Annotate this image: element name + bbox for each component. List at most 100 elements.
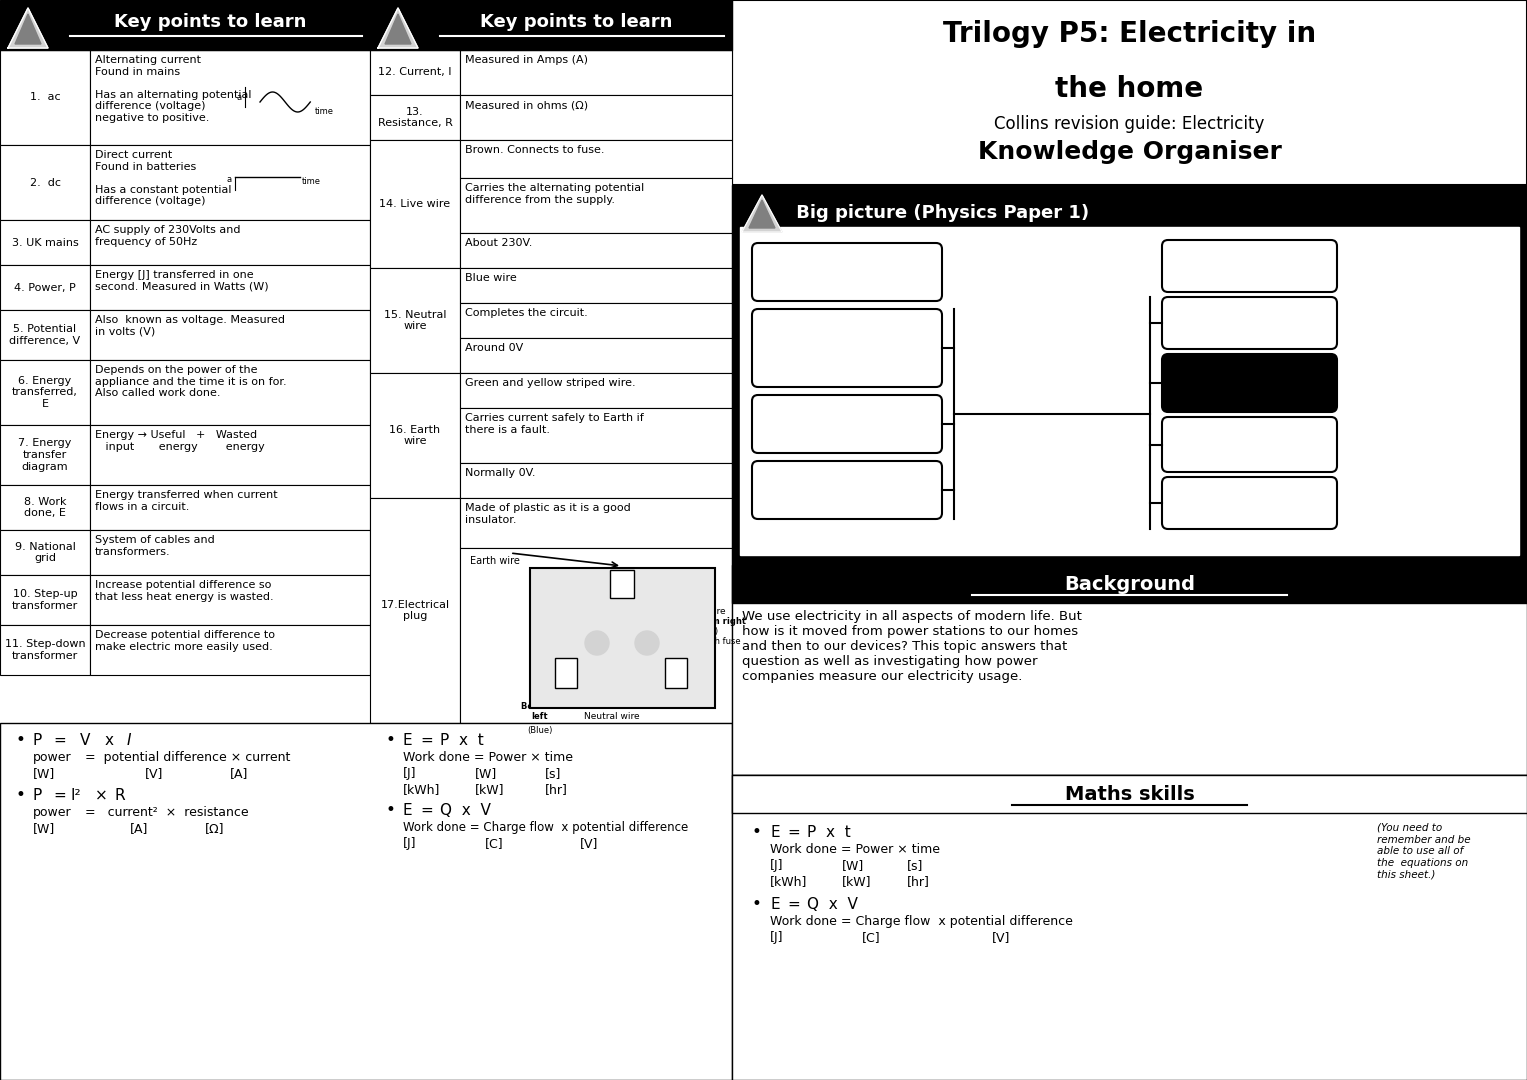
FancyBboxPatch shape — [370, 0, 731, 50]
Text: Energy transfer
by heating: Energy transfer by heating — [799, 410, 896, 438]
Text: •: • — [751, 823, 762, 841]
FancyBboxPatch shape — [90, 265, 370, 310]
Text: Alternating current
Found in mains

Has an alternating potential
difference (vol: Alternating current Found in mains Has a… — [95, 55, 252, 123]
Text: We use electricity in all aspects of modern life. But
how is it moved from power: We use electricity in all aspects of mod… — [742, 610, 1081, 683]
Text: •: • — [15, 731, 24, 750]
Text: E: E — [403, 733, 412, 748]
Text: [V]: [V] — [145, 767, 163, 780]
Text: Increase potential difference so
that less heat energy is wasted.: Increase potential difference so that le… — [95, 580, 273, 602]
Text: Earth wire: Earth wire — [470, 556, 519, 566]
Text: Blue wire: Blue wire — [466, 273, 516, 283]
FancyBboxPatch shape — [370, 373, 460, 498]
Text: 3. UK mains: 3. UK mains — [12, 238, 78, 247]
FancyBboxPatch shape — [1162, 477, 1338, 529]
Text: Decrease potential difference to
make electric more easily used.: Decrease potential difference to make el… — [95, 630, 275, 651]
FancyBboxPatch shape — [460, 548, 731, 723]
Text: =  potential difference × current: = potential difference × current — [86, 751, 290, 764]
FancyBboxPatch shape — [0, 625, 90, 675]
Text: Q  x  V: Q x V — [806, 897, 858, 912]
FancyBboxPatch shape — [751, 461, 942, 519]
Text: 8. Work
done, E: 8. Work done, E — [24, 497, 66, 518]
FancyBboxPatch shape — [1162, 297, 1338, 349]
Text: [J]: [J] — [770, 931, 783, 944]
Text: [C]: [C] — [863, 931, 881, 944]
Text: Work done = Power × time: Work done = Power × time — [770, 843, 941, 856]
Text: Measured in Amps (A): Measured in Amps (A) — [466, 55, 588, 65]
Text: 11. Step-down
transformer: 11. Step-down transformer — [5, 639, 86, 661]
FancyBboxPatch shape — [1162, 354, 1338, 411]
Text: Completes the circuit.: Completes the circuit. — [466, 308, 588, 318]
FancyBboxPatch shape — [370, 498, 460, 723]
Text: ×: × — [95, 788, 108, 804]
Text: P: P — [34, 788, 43, 804]
Text: Carries the alternating potential
difference from the supply.: Carries the alternating potential differ… — [466, 183, 644, 204]
FancyBboxPatch shape — [460, 268, 731, 303]
FancyBboxPatch shape — [460, 373, 731, 408]
Text: [A]: [A] — [231, 767, 249, 780]
FancyBboxPatch shape — [370, 140, 460, 268]
Text: [V]: [V] — [580, 837, 599, 850]
FancyBboxPatch shape — [731, 565, 1527, 603]
Text: =: = — [786, 825, 800, 840]
Text: =: = — [786, 897, 800, 912]
FancyBboxPatch shape — [370, 50, 460, 95]
Text: Conservation
and dissipation
of energy: Conservation and dissipation of energy — [800, 326, 895, 369]
FancyBboxPatch shape — [0, 426, 90, 485]
Text: Through fuse: Through fuse — [686, 637, 741, 646]
Text: Energy
resources: Energy resources — [817, 476, 878, 504]
FancyBboxPatch shape — [460, 95, 731, 140]
Text: E: E — [403, 804, 412, 818]
FancyBboxPatch shape — [0, 310, 90, 360]
FancyBboxPatch shape — [90, 220, 370, 265]
FancyBboxPatch shape — [0, 723, 731, 1080]
FancyBboxPatch shape — [751, 243, 942, 301]
FancyBboxPatch shape — [0, 530, 90, 575]
Text: Neutral wire: Neutral wire — [585, 712, 640, 721]
Text: Normally 0V.: Normally 0V. — [466, 468, 536, 478]
Polygon shape — [8, 8, 47, 48]
Text: Key points to learn: Key points to learn — [479, 13, 672, 31]
Text: Electricity in the
home: Electricity in the home — [1199, 369, 1301, 397]
Text: 12. Current, I: 12. Current, I — [379, 67, 452, 78]
Text: (You need to
remember and be
able to use all of
the  equations on
this sheet.): (You need to remember and be able to use… — [1377, 823, 1471, 879]
Text: =   current²  ×  resistance: = current² × resistance — [86, 806, 249, 819]
Text: Radioactivity: Radioactivity — [1209, 497, 1290, 510]
Text: E: E — [770, 825, 780, 840]
Text: 6. Energy
transferred,
E: 6. Energy transferred, E — [12, 376, 78, 409]
Circle shape — [585, 631, 609, 654]
FancyBboxPatch shape — [370, 95, 460, 140]
Text: [hr]: [hr] — [545, 783, 568, 796]
Text: [s]: [s] — [545, 767, 562, 780]
Circle shape — [635, 631, 660, 654]
Text: time: time — [302, 176, 321, 186]
FancyBboxPatch shape — [731, 565, 1527, 775]
Text: Energy transferred when current
flows in a circuit.: Energy transferred when current flows in… — [95, 490, 278, 512]
FancyBboxPatch shape — [731, 185, 1527, 565]
Text: Key points to learn: Key points to learn — [115, 13, 307, 31]
Text: Knowledge Organiser: Knowledge Organiser — [977, 140, 1281, 164]
Text: AC supply of 230Volts and
frequency of 50Hz: AC supply of 230Volts and frequency of 5… — [95, 225, 240, 246]
Text: [W]: [W] — [841, 859, 864, 872]
Polygon shape — [750, 200, 776, 228]
Text: Energy [J] transferred in one
second. Measured in Watts (W): Energy [J] transferred in one second. Me… — [95, 270, 269, 292]
Text: =: = — [53, 788, 66, 804]
Text: 14. Live wire: 14. Live wire — [379, 199, 450, 210]
FancyBboxPatch shape — [90, 530, 370, 575]
FancyBboxPatch shape — [0, 220, 90, 265]
Text: Work done = Charge flow  x potential difference: Work done = Charge flow x potential diff… — [403, 821, 689, 834]
Text: Collins revision guide: Electricity: Collins revision guide: Electricity — [994, 114, 1264, 133]
Text: 17.Electrical
plug: 17.Electrical plug — [380, 599, 449, 621]
FancyBboxPatch shape — [90, 426, 370, 485]
Text: Work done = Charge flow  x potential difference: Work done = Charge flow x potential diff… — [770, 915, 1073, 928]
FancyBboxPatch shape — [90, 575, 370, 625]
FancyBboxPatch shape — [0, 485, 90, 530]
FancyBboxPatch shape — [1162, 240, 1338, 292]
Text: •: • — [385, 731, 395, 750]
FancyBboxPatch shape — [731, 775, 1527, 813]
Text: =: = — [53, 733, 66, 748]
Text: Carries current safely to Earth if
there is a fault.: Carries current safely to Earth if there… — [466, 413, 644, 434]
Text: a: a — [237, 93, 241, 102]
Text: [kW]: [kW] — [475, 783, 504, 796]
Text: Direct current
Found in batteries

Has a constant potential
difference (voltage): Direct current Found in batteries Has a … — [95, 150, 232, 206]
FancyBboxPatch shape — [1162, 417, 1338, 472]
